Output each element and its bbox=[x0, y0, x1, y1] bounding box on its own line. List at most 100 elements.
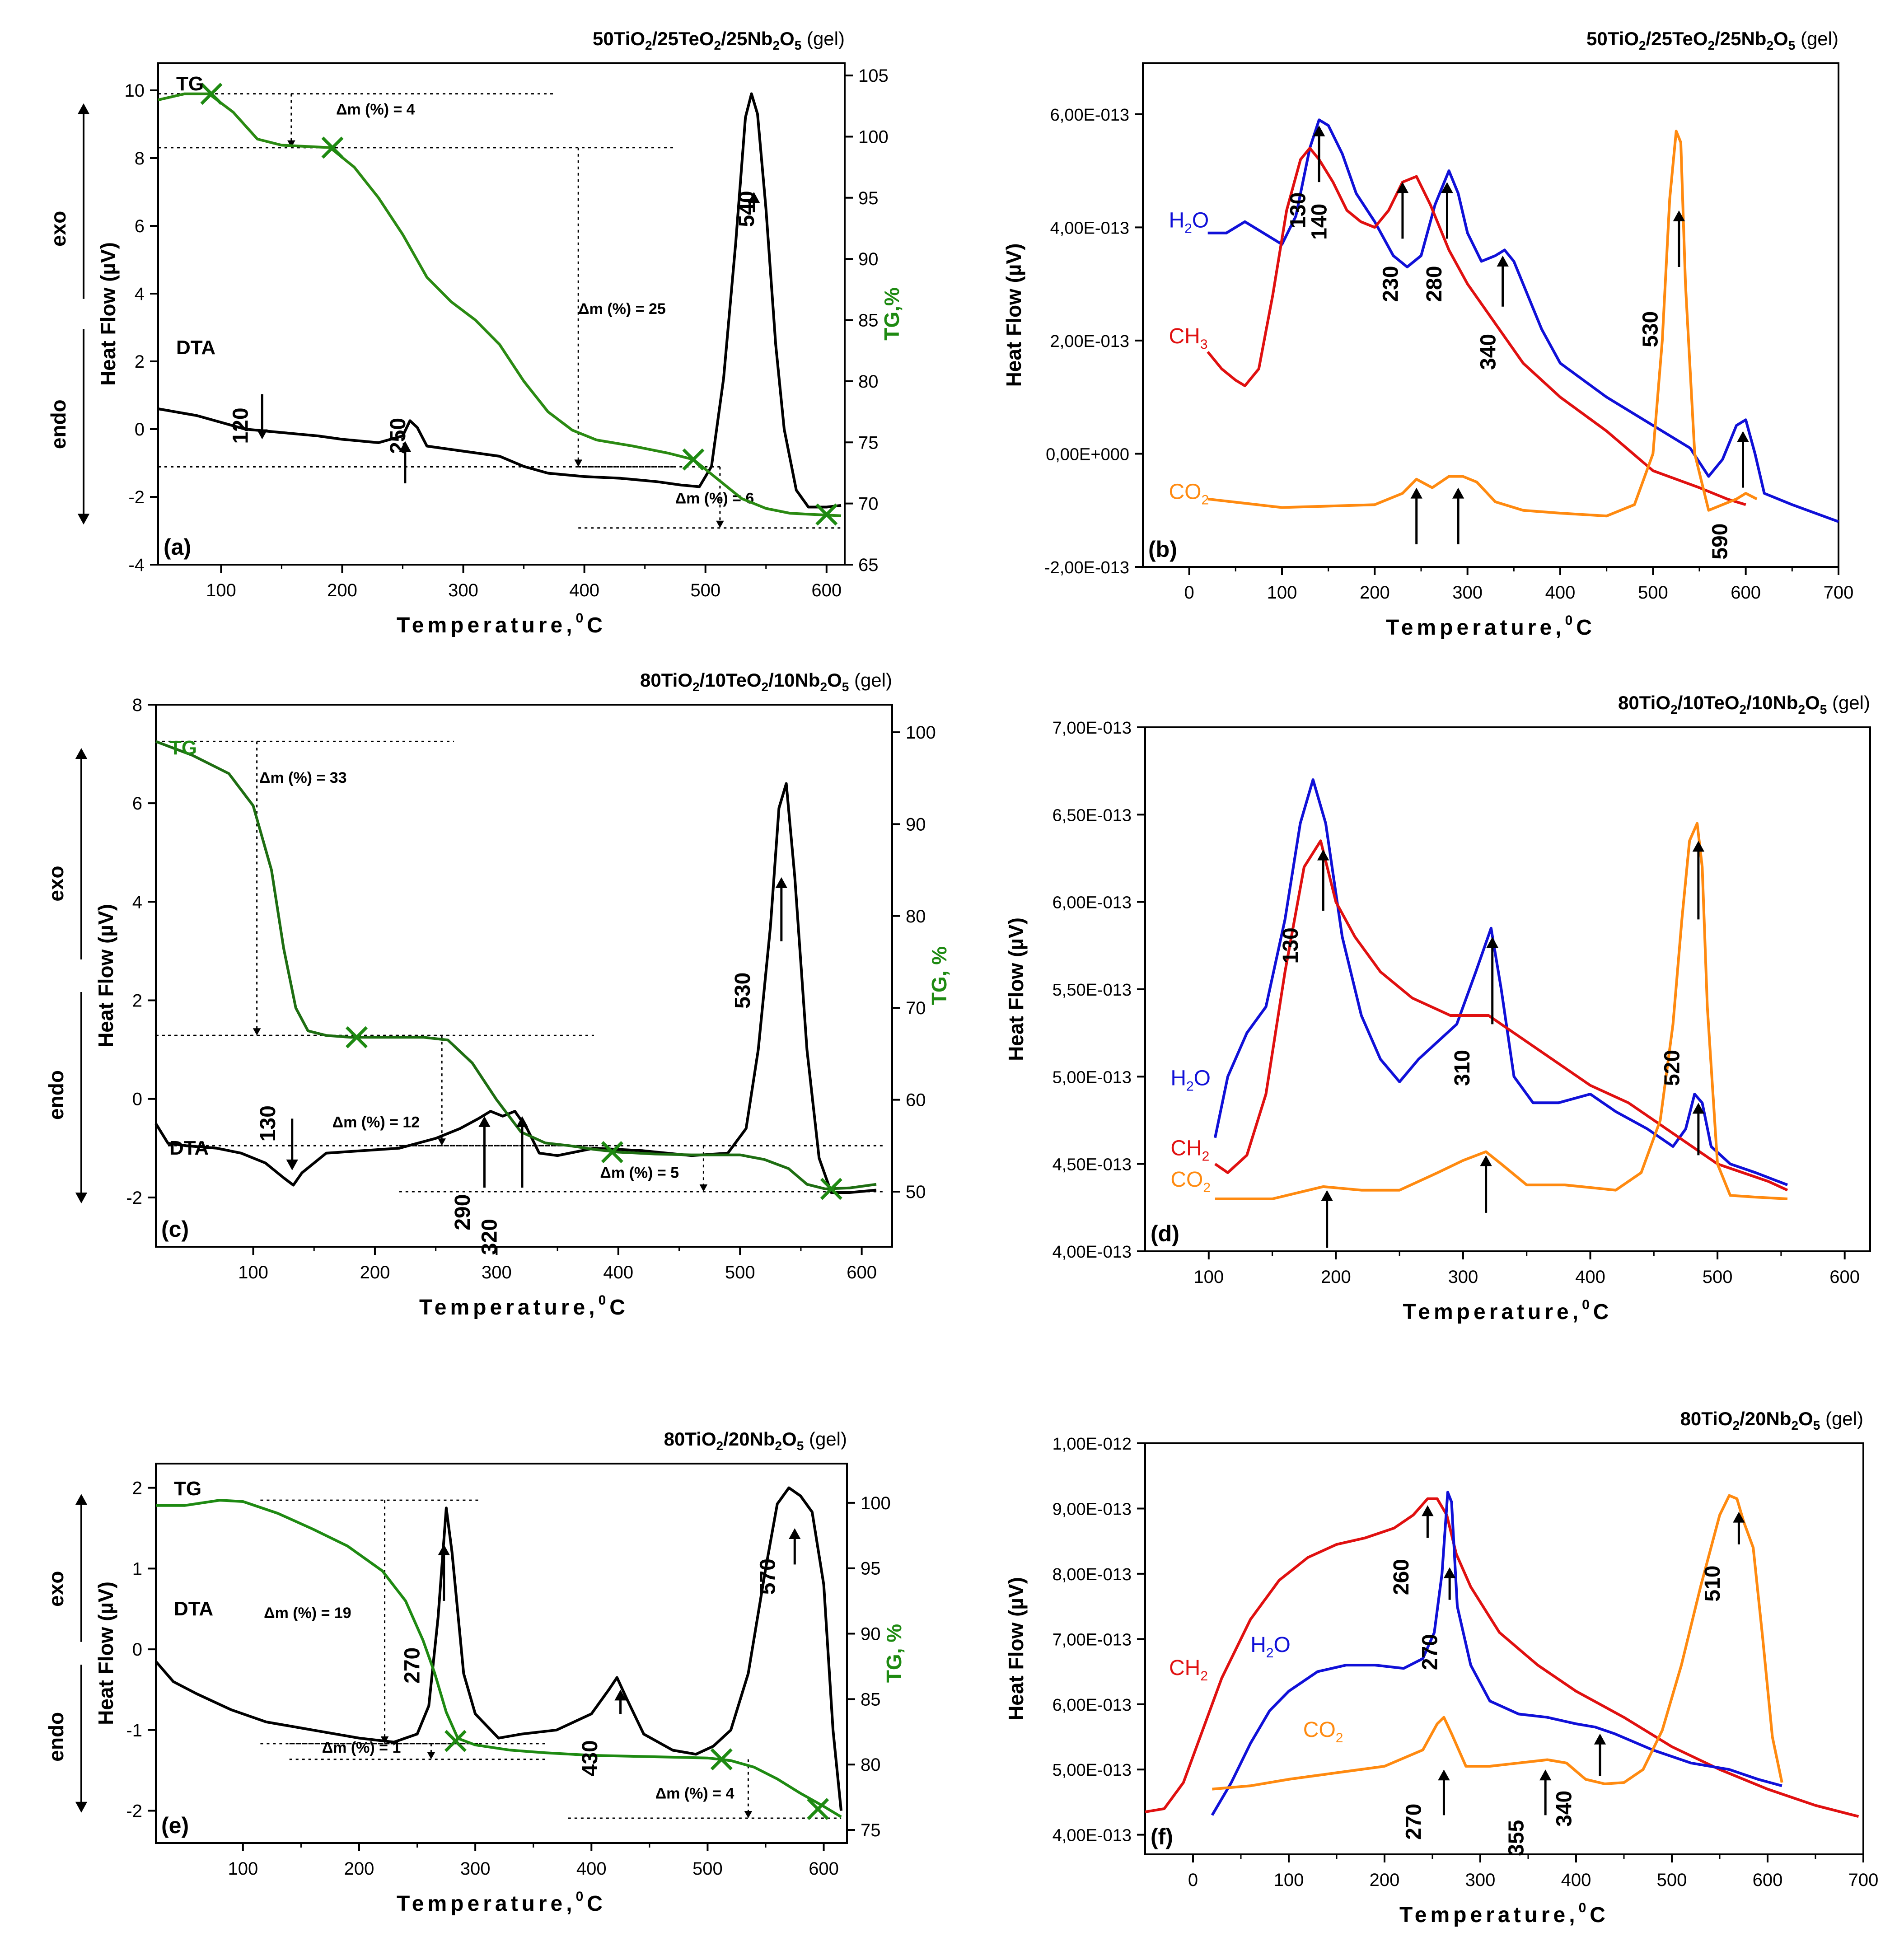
x-tick-label: 100 bbox=[206, 580, 236, 600]
y-tick-label: 6 bbox=[135, 216, 145, 236]
peak-arrow-head bbox=[1441, 182, 1453, 193]
y-tick-label: 4,00E-013 bbox=[1053, 1243, 1132, 1262]
series-label: CO2 bbox=[1303, 1718, 1343, 1745]
series-line-tg bbox=[155, 740, 877, 1190]
tg-marker-stroke bbox=[601, 1141, 623, 1163]
x-tick-label: 600 bbox=[1753, 1870, 1783, 1890]
x-tick-label: 100 bbox=[238, 1263, 268, 1282]
mass-loss-label: Δm (%) = 25 bbox=[578, 300, 666, 318]
series-line-dta bbox=[154, 1486, 843, 1811]
peak-label: 590 bbox=[1708, 524, 1732, 560]
x-tick-label: 600 bbox=[1829, 1267, 1860, 1287]
y-tick-label: 4,00E-013 bbox=[1050, 219, 1129, 238]
peak-arrow-head bbox=[1692, 841, 1705, 852]
chart-panel-d: 100 200 300 400 500 600 4,00E-013 4,50E-013 5,00… bbox=[1004, 692, 1871, 1324]
x-tick-label: 200 bbox=[1321, 1267, 1351, 1287]
plot-frame bbox=[1142, 62, 1839, 568]
y-axis-label: Heat Flow (µV) bbox=[94, 904, 117, 1048]
x-tick-label: 100 bbox=[1274, 1870, 1304, 1890]
peak-label: 280 bbox=[1422, 266, 1446, 302]
peak-arrow-head bbox=[478, 1116, 491, 1127]
y-tick-label: 5,00E-013 bbox=[1053, 1761, 1132, 1780]
y-tick-label: 5,50E-013 bbox=[1053, 981, 1132, 1000]
chart-title: 80TiO2/20Nb2O5 (gel) bbox=[1680, 1408, 1863, 1432]
x-tick-label: 400 bbox=[576, 1859, 607, 1879]
series-line-ch2 bbox=[1214, 839, 1788, 1192]
x-tick-label: 100 bbox=[1267, 583, 1297, 603]
y2-tick-label: 85 bbox=[858, 311, 879, 331]
y-axis-label: Heat Flow (µV) bbox=[1004, 917, 1028, 1061]
y2-tick-label: 90 bbox=[858, 249, 879, 269]
y2-tick-label: 90 bbox=[861, 1624, 881, 1644]
x-axis-label: Temperature,0C bbox=[397, 1889, 606, 1916]
series-label: H2O bbox=[1250, 1633, 1291, 1661]
x-tick-label: 200 bbox=[1370, 1870, 1400, 1890]
tg-marker-stroke bbox=[807, 1798, 829, 1820]
y-tick-label: 6,00E-013 bbox=[1053, 1696, 1132, 1715]
chart-panel-e: 100 200 300 400 500 600 -2 -1 0 1 2 75 80 85 90 95 100 80… bbox=[44, 1428, 906, 1916]
panel-label: (b) bbox=[1148, 537, 1177, 562]
x-axis-label: Temperature,0C bbox=[1403, 1297, 1613, 1324]
y-tick-label: 4 bbox=[135, 284, 145, 304]
peak-label: 130 bbox=[1279, 927, 1303, 964]
peak-arrow-head bbox=[516, 1116, 529, 1127]
peak-arrow-head bbox=[1317, 849, 1329, 861]
series-label: CH2 bbox=[1170, 1136, 1209, 1164]
peak-label: 290 bbox=[451, 1194, 475, 1231]
series-line-dta bbox=[158, 92, 842, 509]
tg-marker-stroke bbox=[200, 83, 223, 105]
plot-frame bbox=[1144, 1442, 1864, 1855]
chart-panel-f: 0 100 200 300 400 500 600 700 4,00E-013 5,00E-013… bbox=[1004, 1408, 1878, 1927]
peak-label: 270 bbox=[1418, 1634, 1442, 1670]
y-axis-label: Heat Flow (µV) bbox=[94, 1581, 117, 1725]
peak-arrow-head bbox=[438, 1544, 450, 1555]
tg-marker-stroke bbox=[710, 1748, 733, 1771]
x-tick-label: 500 bbox=[692, 1859, 723, 1879]
peak-label: 530 bbox=[731, 973, 755, 1009]
peak-arrow-head bbox=[748, 192, 760, 203]
y2-tick-label: 100 bbox=[861, 1493, 891, 1513]
mass-loss-label: Δm (%) = 12 bbox=[332, 1114, 420, 1131]
tg-marker bbox=[346, 1026, 368, 1048]
x-tick-label: 600 bbox=[811, 580, 842, 600]
chart-title: 80TiO2/20Nb2O5 (gel) bbox=[664, 1428, 847, 1453]
y-tick-label: 2 bbox=[132, 991, 142, 1011]
x-tick-label: 500 bbox=[1703, 1267, 1733, 1287]
y2-tick-label: 65 bbox=[858, 555, 879, 575]
y-axis-label: Heat Flow (µV) bbox=[1004, 1577, 1028, 1721]
y-tick-label: 6,00E-013 bbox=[1050, 106, 1129, 125]
y-tick-label: 5,00E-013 bbox=[1053, 1068, 1132, 1087]
chart-title: 50TiO2/25TeO2/25Nb2O5 (gel) bbox=[1586, 28, 1839, 52]
peak-label: 130 bbox=[256, 1105, 280, 1142]
chart-panel-b: 0 100 200 300 400 500 600 700 -2,00E-013 0,00E+00… bbox=[1002, 28, 1853, 640]
panel-label: (a) bbox=[164, 534, 191, 560]
peak-arrow-head bbox=[1321, 1190, 1333, 1201]
dta-curve-label: DTA bbox=[174, 1598, 213, 1620]
mass-loss-arrow-head bbox=[438, 1138, 446, 1146]
exo-label: exo bbox=[44, 866, 68, 901]
peak-label: 530 bbox=[1639, 311, 1663, 347]
mass-loss-arrow-head bbox=[574, 459, 583, 467]
y-tick-label: 1,00E-012 bbox=[1053, 1435, 1132, 1454]
dta-curve-label: DTA bbox=[176, 337, 215, 359]
series-label: CO2 bbox=[1170, 1168, 1211, 1195]
x-tick-label: 400 bbox=[603, 1263, 633, 1282]
tg-marker bbox=[807, 1798, 829, 1820]
y2-tick-label: 80 bbox=[858, 372, 879, 392]
exo-label: exo bbox=[44, 1571, 68, 1607]
x-axis-label: Temperature,0C bbox=[1386, 613, 1595, 640]
y-tick-label: 9,00E-013 bbox=[1053, 1500, 1132, 1519]
y-tick-label: 4,00E-013 bbox=[1053, 1826, 1132, 1845]
exo-arrow-head bbox=[75, 1494, 88, 1505]
tg-marker-stroke bbox=[820, 1178, 842, 1200]
series-label: CO2 bbox=[1169, 480, 1209, 508]
peak-arrow-head bbox=[1422, 1505, 1434, 1516]
mass-loss-annotation: Δm (%) = 6 bbox=[578, 466, 845, 529]
peak-label: 310 bbox=[1450, 1050, 1474, 1086]
y2-tick-label: 95 bbox=[858, 188, 879, 208]
x-axis-label: Temperature,0C bbox=[419, 1293, 629, 1319]
y2-tick-label: 60 bbox=[906, 1090, 926, 1110]
series-line-ch3 bbox=[1207, 146, 1746, 506]
endo-arrow-head bbox=[77, 514, 90, 525]
chart-title: 80TiO2/10TeO2/10Nb2O5 (gel) bbox=[1618, 692, 1870, 716]
